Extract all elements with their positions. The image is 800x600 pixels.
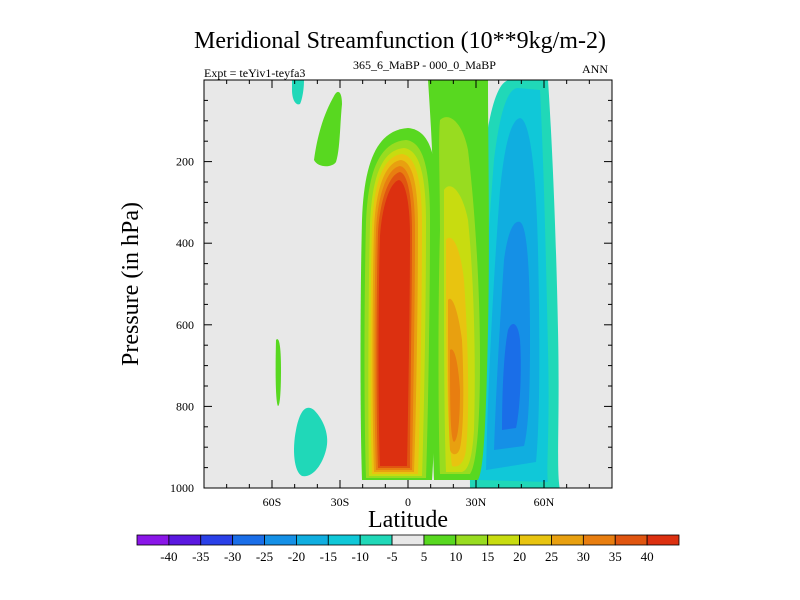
colorbar-label: -10: [352, 549, 369, 564]
colorbar-swatch: [455, 534, 489, 546]
colorbar-label: -40: [160, 549, 177, 564]
colorbar-label: 15: [481, 549, 494, 564]
colorbar-label: -15: [320, 549, 337, 564]
colorbar-label: -30: [224, 549, 241, 564]
upper-negative-tongue: [292, 80, 304, 105]
colorbar-swatch: [232, 534, 265, 546]
colorbar-swatch: [296, 534, 329, 546]
x-tick-label: 0: [405, 495, 411, 509]
colorbar-label: 10: [449, 549, 462, 564]
colorbar: -40 -35 -30 -25 -20 -15 -10 -5 5 10 15 20 25 30 35 40: [136, 534, 680, 564]
x-tick-label: 30S: [331, 495, 350, 509]
colorbar-label: -35: [192, 549, 209, 564]
colorbar-swatch: [519, 534, 552, 546]
lower-negative-patch: [294, 407, 328, 477]
colorbar-swatch: [264, 534, 297, 546]
y-tick-label: 800: [176, 399, 194, 413]
colorbar-label: 25: [545, 549, 558, 564]
x-axis: 60S 30S 0 30N 60N: [226, 80, 590, 509]
y-axis-label: Pressure (in hPa): [118, 202, 144, 366]
colorbar-label: 35: [609, 549, 622, 564]
colorbar-swatch: [359, 534, 393, 546]
colorbar-label: -20: [288, 549, 305, 564]
colorbar-label: 5: [421, 549, 428, 564]
colorbar-label: 20: [513, 549, 526, 564]
colorbar-swatch: [327, 534, 361, 546]
colorbar-swatch: [551, 534, 584, 546]
colorbar-label: 40: [641, 549, 654, 564]
y-axis: 200 400 600 800 1000: [170, 99, 612, 495]
experiment-superscript: 365_6_MaBP - 000_0_MaBP: [353, 58, 496, 72]
season-label: ANN: [582, 62, 608, 76]
chart-title: Meridional Streamfunction (10**9kg/m-2): [194, 28, 606, 54]
southern-hadley-cell: [360, 128, 438, 480]
colorbar-swatch: [582, 534, 616, 546]
contour-fills: [275, 80, 560, 488]
colorbar-swatch: [168, 534, 202, 546]
colorbar-swatch: [200, 534, 234, 546]
x-tick-label: 60S: [263, 495, 282, 509]
colorbar-swatch: [614, 534, 648, 546]
colorbar-label: -5: [387, 549, 398, 564]
midlevel-positive-sliver: [275, 339, 281, 406]
colorbar-swatch: [487, 534, 520, 546]
y-tick-label: 200: [176, 155, 194, 169]
x-axis-label: Latitude: [368, 507, 448, 533]
colorbar-swatch: [646, 534, 680, 546]
colorbar-label: -25: [256, 549, 273, 564]
y-tick-label: 600: [176, 318, 194, 332]
x-tick-label: 30N: [466, 495, 487, 509]
y-tick-label: 1000: [170, 481, 194, 495]
experiment-label: Expt = teYiv1-teyfa3: [204, 66, 306, 80]
upper-positive-patch: [314, 91, 342, 167]
subtropical-positive-cell: [428, 80, 489, 480]
colorbar-swatch: [136, 534, 170, 546]
x-tick-label: 60N: [534, 495, 555, 509]
y-tick-label: 400: [176, 236, 194, 250]
ferrel-negative-cell: [470, 80, 560, 488]
colorbar-swatch: [423, 534, 457, 546]
colorbar-swatch: [391, 534, 425, 546]
colorbar-label: 30: [577, 549, 590, 564]
